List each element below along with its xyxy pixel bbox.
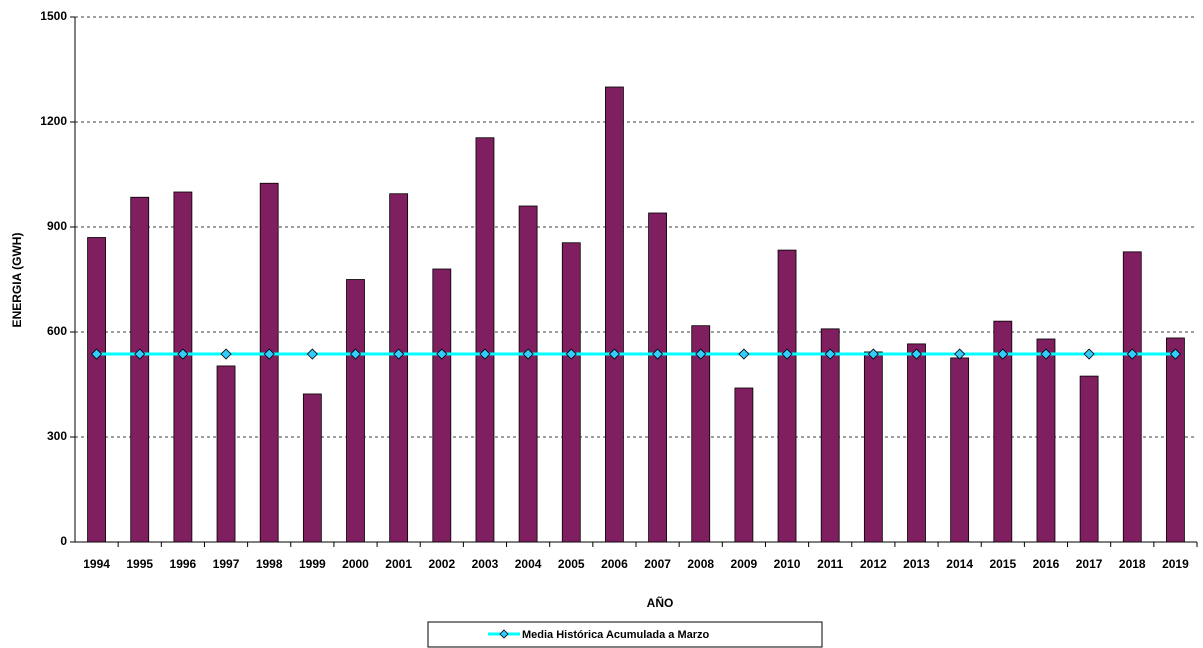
x-tick-label: 2012 — [860, 557, 887, 571]
x-tick-label: 2003 — [472, 557, 499, 571]
marker — [1126, 348, 1138, 360]
marker — [1040, 348, 1052, 360]
x-tick-label: 2017 — [1076, 557, 1103, 571]
marker — [263, 348, 275, 360]
bar — [432, 268, 452, 543]
marker — [997, 348, 1009, 360]
x-tick-label: 2000 — [342, 557, 369, 571]
bar — [648, 212, 667, 543]
bar — [950, 357, 970, 543]
marker — [91, 348, 103, 360]
marker — [134, 348, 146, 360]
bar — [389, 193, 409, 543]
x-tick-label: 2010 — [774, 557, 801, 571]
x-tick-label: 2019 — [1162, 557, 1189, 571]
x-tick-label: 2009 — [731, 557, 758, 571]
marker — [177, 348, 189, 360]
bar — [173, 191, 193, 543]
bar — [259, 182, 279, 543]
x-tick-label: 2002 — [428, 557, 455, 571]
x-tick-label: 2008 — [687, 557, 714, 571]
bar — [561, 242, 581, 543]
marker — [1083, 348, 1095, 360]
bar — [1079, 375, 1099, 543]
bar — [691, 325, 711, 543]
bar — [820, 328, 840, 543]
x-tick-label: 2005 — [558, 557, 585, 571]
y-tick-label: 900 — [47, 219, 67, 233]
x-tick-label: 2004 — [515, 557, 542, 571]
x-tick-label: 1994 — [83, 557, 110, 571]
bar — [87, 237, 106, 543]
x-tick-label: 2018 — [1119, 557, 1146, 571]
x-tick-label: 2006 — [601, 557, 628, 571]
x-tick-label: 1998 — [256, 557, 283, 571]
legend-label: Media Histórica Acumulada a Marzo — [522, 629, 710, 641]
marker — [781, 348, 793, 360]
bar — [475, 137, 495, 543]
marker — [695, 348, 707, 360]
bar — [518, 205, 538, 543]
y-tick-label: 1200 — [40, 114, 67, 128]
marker — [910, 348, 923, 360]
x-tick-label: 2014 — [946, 557, 973, 571]
marker — [306, 348, 318, 360]
x-tick-label: 2013 — [903, 557, 930, 571]
x-tick-label: 1996 — [170, 557, 197, 571]
marker — [1169, 348, 1181, 360]
x-axis-label: AÑO — [647, 595, 674, 610]
bar — [605, 86, 624, 543]
x-tick-label: 2016 — [1033, 557, 1060, 571]
x-tick-label: 1999 — [299, 557, 326, 571]
marker — [220, 348, 232, 360]
bar — [907, 343, 926, 543]
x-tick-label: 2007 — [644, 557, 671, 571]
marker — [867, 348, 879, 360]
y-tick-label: 0 — [60, 534, 67, 548]
bar — [734, 387, 754, 543]
bar — [302, 393, 322, 543]
bar — [130, 196, 150, 543]
marker — [522, 348, 534, 360]
bar — [1166, 337, 1185, 543]
marker — [436, 348, 448, 360]
y-axis-label: ENERGIA (GWH) — [10, 233, 24, 328]
bar — [216, 365, 236, 543]
y-tick-label: 600 — [47, 324, 67, 338]
y-tick-label: 300 — [47, 429, 67, 443]
x-tick-label: 1995 — [126, 557, 153, 571]
bar — [863, 351, 883, 543]
bar — [777, 249, 797, 543]
marker — [954, 348, 966, 360]
marker — [738, 348, 750, 360]
marker — [349, 348, 362, 360]
marker — [608, 348, 620, 360]
marker — [479, 348, 491, 360]
bar — [993, 320, 1013, 543]
x-tick-label: 2001 — [385, 557, 412, 571]
marker — [565, 348, 577, 360]
bar — [1036, 338, 1056, 543]
marker — [824, 348, 836, 360]
x-tick-label: 1997 — [213, 557, 240, 571]
bar — [1122, 251, 1142, 543]
y-tick-label: 1500 — [40, 9, 67, 23]
marker — [652, 348, 664, 360]
x-tick-label: 2011 — [817, 557, 843, 571]
marker — [393, 348, 405, 360]
bar — [346, 279, 365, 543]
x-tick-label: 2015 — [989, 557, 1016, 571]
legend-marker — [499, 629, 509, 639]
